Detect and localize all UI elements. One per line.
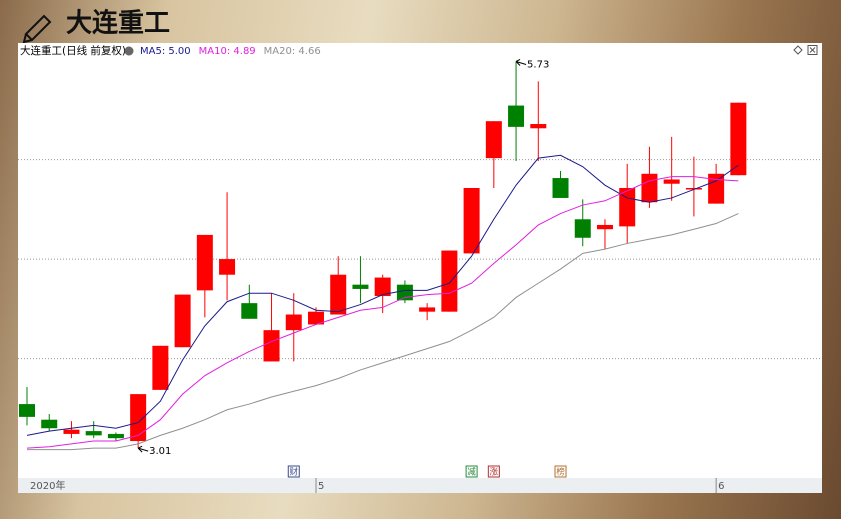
candle-body xyxy=(263,330,280,362)
x-tick-label: 6 xyxy=(718,481,724,492)
legend-entry: MA10: 4.89 xyxy=(199,46,256,57)
annotation-arrow xyxy=(137,445,149,453)
candle-body xyxy=(307,311,324,325)
candle-body xyxy=(641,173,658,203)
candle-body xyxy=(574,219,591,238)
close-x xyxy=(809,47,816,53)
candle-body xyxy=(41,419,58,429)
candle-body xyxy=(374,277,391,297)
candle-body xyxy=(508,105,525,127)
event-badge xyxy=(487,465,500,478)
candle-body xyxy=(107,433,124,439)
candle-body xyxy=(530,124,547,129)
candle-body xyxy=(285,314,302,331)
candle-body xyxy=(619,188,636,227)
candle-body xyxy=(463,188,480,254)
candle-body xyxy=(63,429,80,434)
candle-body xyxy=(152,345,169,390)
event-badge xyxy=(465,465,478,478)
event-label: 减 xyxy=(467,467,476,478)
page-title: 大连重工 xyxy=(66,9,170,39)
candle-body xyxy=(19,404,35,417)
event-label: 财 xyxy=(290,467,299,478)
candle-body xyxy=(441,250,458,312)
diamond-button[interactable] xyxy=(793,45,803,55)
annotation-label: 5.73 xyxy=(527,59,549,70)
close-button[interactable] xyxy=(807,45,818,55)
candle-body xyxy=(596,224,613,230)
candle-body xyxy=(219,259,236,275)
pencil-icon xyxy=(22,14,52,45)
legend-icon xyxy=(124,46,134,56)
x-tick-label: 2020年 xyxy=(30,479,65,492)
event-badge xyxy=(554,465,567,478)
header-buttons[interactable] xyxy=(793,45,818,55)
ma-line xyxy=(27,213,739,451)
legend-entry: MA5: 5.00 xyxy=(140,46,191,57)
candle-body xyxy=(419,307,436,312)
annotation-arrow xyxy=(515,59,527,66)
candle-body xyxy=(730,102,747,176)
candle-body xyxy=(330,274,347,315)
event-badge xyxy=(287,465,300,478)
annotation-label: 3.01 xyxy=(149,446,171,457)
event-label: 榜 xyxy=(556,467,565,478)
candle-body xyxy=(174,294,191,348)
event-label: 涨 xyxy=(490,467,499,478)
chart-panel xyxy=(18,43,822,493)
x-axis-bar xyxy=(18,478,822,493)
candle-body xyxy=(552,178,569,198)
candle-body xyxy=(352,284,369,289)
x-tick-label: 5 xyxy=(318,481,324,492)
chart-title: 大连重工(日线 前复权) xyxy=(20,44,126,57)
legend-entry: MA20: 4.66 xyxy=(264,46,321,57)
candle-body xyxy=(685,188,702,190)
candle-body xyxy=(708,173,725,204)
candle-body xyxy=(663,179,680,184)
candle-body xyxy=(396,284,413,301)
candle-body xyxy=(130,394,147,442)
candle-body xyxy=(85,431,102,436)
candle-body xyxy=(241,303,258,319)
ma-line xyxy=(26,176,739,449)
candle-body xyxy=(485,121,502,159)
candle-body xyxy=(196,234,213,291)
